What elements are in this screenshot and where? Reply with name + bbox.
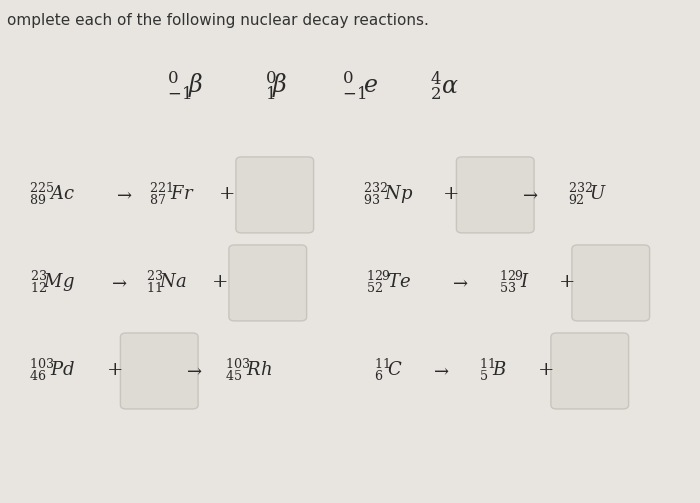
Text: $^{4}_{2}\alpha$: $^{4}_{2}\alpha$	[430, 69, 459, 102]
Text: $^{23}_{12}\!Mg$: $^{23}_{12}\!Mg$	[30, 269, 75, 295]
FancyBboxPatch shape	[120, 333, 198, 409]
Text: $^{0}_{-1}\!\beta$: $^{0}_{-1}\!\beta$	[167, 69, 204, 102]
Text: $^{129}_{53}\!I$: $^{129}_{53}\!I$	[499, 269, 530, 295]
Text: +: +	[107, 361, 124, 379]
FancyBboxPatch shape	[236, 157, 314, 233]
Text: $^{232}_{93}\!Np$: $^{232}_{93}\!Np$	[363, 181, 414, 207]
Text: $^{11}_{6}\!C$: $^{11}_{6}\!C$	[374, 357, 403, 383]
Text: $^{11}_{5}\!B$: $^{11}_{5}\!B$	[480, 357, 508, 383]
Text: $^{103}_{45}\!Rh$: $^{103}_{45}\!Rh$	[225, 357, 272, 383]
Text: $\rightarrow$: $\rightarrow$	[183, 361, 202, 379]
Text: $^{103}_{46}\!Pd$: $^{103}_{46}\!Pd$	[29, 357, 76, 383]
Text: +: +	[219, 185, 236, 203]
Text: $^{0}_{1}\!\beta$: $^{0}_{1}\!\beta$	[265, 69, 288, 102]
Text: $^{225}_{89}\!Ac$: $^{225}_{89}\!Ac$	[29, 181, 76, 207]
Text: $\rightarrow$: $\rightarrow$	[449, 273, 468, 291]
Text: $\rightarrow$: $\rightarrow$	[113, 185, 132, 203]
Text: $\rightarrow$: $\rightarrow$	[519, 185, 538, 203]
FancyBboxPatch shape	[456, 157, 534, 233]
Text: +: +	[538, 361, 554, 379]
Text: $^{232}_{92}\!U$: $^{232}_{92}\!U$	[568, 181, 608, 207]
Text: +: +	[559, 273, 575, 291]
Text: omplete each of the following nuclear decay reactions.: omplete each of the following nuclear de…	[7, 13, 429, 28]
Text: +: +	[443, 185, 460, 203]
Text: $\rightarrow$: $\rightarrow$	[108, 273, 127, 291]
Text: $^{0}_{-1}\!e$: $^{0}_{-1}\!e$	[342, 69, 379, 102]
FancyBboxPatch shape	[229, 245, 307, 321]
Text: $\rightarrow$: $\rightarrow$	[430, 361, 449, 379]
Text: $^{221}_{87}\!Fr$: $^{221}_{87}\!Fr$	[148, 181, 195, 207]
FancyBboxPatch shape	[572, 245, 650, 321]
Text: +: +	[212, 273, 229, 291]
FancyBboxPatch shape	[551, 333, 629, 409]
Text: $^{129}_{52}\!Te$: $^{129}_{52}\!Te$	[366, 269, 411, 295]
Text: $^{23}_{11}\!Na$: $^{23}_{11}\!Na$	[146, 269, 187, 295]
